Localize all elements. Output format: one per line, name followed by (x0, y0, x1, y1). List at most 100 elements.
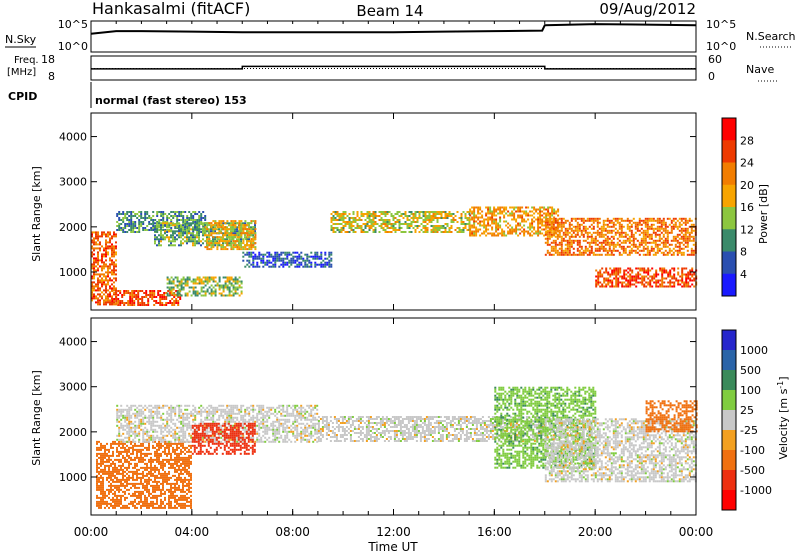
power-cell (93, 267, 95, 270)
power-cell (682, 233, 685, 236)
power-cell (206, 278, 209, 281)
power-cell (196, 290, 199, 293)
power-cell (674, 221, 677, 224)
velocity-cell (182, 446, 184, 449)
velocity-cell (100, 456, 102, 459)
velocity-cell (138, 460, 140, 463)
velocity-cell (116, 500, 118, 503)
power-cell (99, 295, 101, 298)
power-cell (172, 292, 175, 295)
power-cell (242, 246, 245, 249)
power-cell (685, 273, 688, 276)
power-cell (428, 221, 431, 223)
power-cell (326, 261, 329, 264)
velocity-cell (168, 506, 170, 509)
power-colorbar-swatch (722, 184, 736, 208)
power-cell (118, 213, 121, 215)
power-cell (171, 294, 174, 296)
power-cell (641, 281, 644, 284)
power-cell (320, 265, 323, 268)
power-cell (174, 227, 177, 229)
power-cell (182, 242, 184, 245)
power-cell (95, 257, 97, 260)
power-cell (298, 261, 301, 264)
power-cell (254, 222, 257, 225)
velocity-cell (108, 468, 110, 471)
velocity-cell (184, 504, 186, 507)
power-cell (186, 280, 189, 283)
power-cell (122, 231, 125, 233)
power-cell (446, 225, 449, 227)
power-cell (611, 271, 614, 274)
power-cell (605, 285, 608, 288)
power-cell (103, 289, 105, 292)
power-cell (655, 283, 658, 286)
power-cell (440, 211, 443, 213)
power-cell (644, 253, 647, 256)
power-cell (503, 214, 506, 217)
power-cell (150, 223, 153, 225)
power-cell (252, 234, 254, 237)
power-cell (684, 237, 687, 240)
power-cell (564, 247, 567, 250)
power-cell (101, 253, 103, 256)
power-cell (210, 284, 213, 287)
velocity-cell (158, 458, 160, 461)
power-cell (186, 284, 189, 287)
power-cell (529, 226, 532, 229)
power-cell (372, 223, 375, 225)
power-cell (242, 242, 245, 245)
power-cell (683, 267, 686, 270)
power-cell (398, 219, 401, 221)
power-cell (658, 233, 661, 236)
power-colorbar-tick: 4 (740, 268, 747, 281)
power-cell (541, 220, 544, 223)
power-cell (475, 220, 478, 223)
power-cell (680, 251, 683, 254)
velocity-cell (186, 484, 188, 487)
power-cell (517, 222, 520, 225)
velocity-cell (134, 456, 136, 459)
power-cell (172, 238, 174, 241)
power-cell (473, 226, 476, 229)
power-cell (531, 224, 534, 227)
power-cell (240, 242, 243, 245)
power-cell (605, 267, 608, 270)
power-cell (129, 304, 132, 306)
power-cell (557, 210, 560, 213)
power-cell (511, 218, 514, 221)
power-cell (105, 263, 107, 266)
power-cell (252, 263, 255, 266)
velocity-cell (112, 478, 114, 481)
velocity-cell (102, 478, 104, 481)
power-cell (511, 212, 514, 215)
power-cell (372, 225, 375, 227)
power-cell (172, 288, 175, 291)
power-cell (598, 253, 601, 256)
power-cell (436, 229, 439, 231)
power-cell (115, 292, 118, 294)
velocity-cell (170, 466, 172, 469)
power-cell (352, 229, 355, 231)
power-cell (685, 277, 688, 280)
power-cell (539, 216, 542, 219)
power-cell (119, 300, 122, 302)
power-cell (115, 287, 117, 290)
power-cell (642, 231, 645, 234)
power-cell (186, 282, 189, 285)
power-cell (105, 289, 107, 292)
power-cell (282, 265, 285, 268)
power-cell (617, 283, 620, 286)
power-cell (111, 273, 113, 276)
power-cell (149, 290, 152, 292)
power-cell (304, 263, 307, 266)
power-cell (101, 233, 103, 236)
power-cell (619, 271, 622, 274)
power-cell (664, 231, 667, 234)
power-cell (174, 215, 177, 217)
power-cell (358, 225, 361, 227)
velocity-cell (182, 472, 184, 475)
power-cell (107, 289, 109, 292)
power-cell (152, 223, 155, 225)
velocity-cell (178, 496, 180, 499)
